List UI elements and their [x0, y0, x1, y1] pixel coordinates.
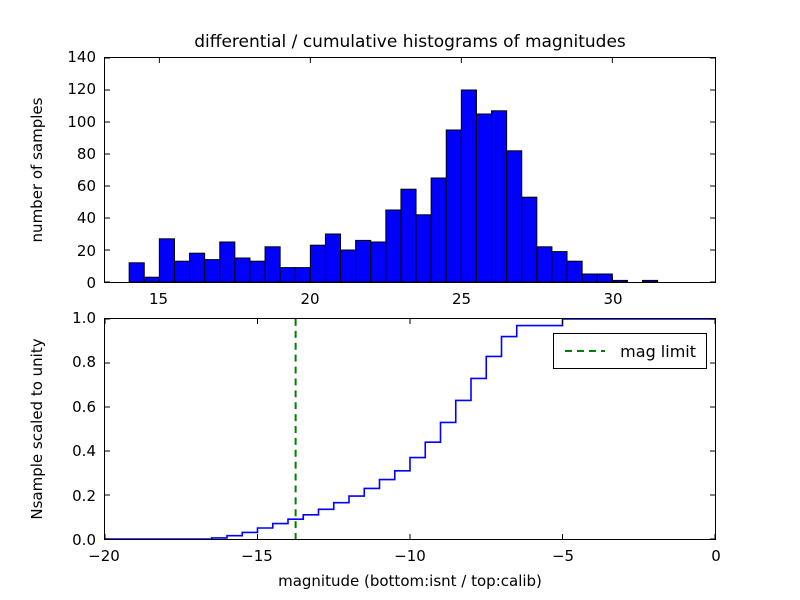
x-tick-label: −15	[241, 547, 273, 565]
y-tick-label: 0	[86, 274, 96, 292]
histogram-bar	[642, 279, 659, 282]
y-tick-label: 0.2	[72, 486, 96, 505]
histogram-bar	[340, 249, 357, 282]
x-tick-label: 0	[711, 547, 721, 565]
legend-entry-label: mag limit	[620, 341, 696, 361]
x-tick-label: 25	[451, 290, 472, 308]
bottom-axis-y-ticklabels: 0.0 0.2 0.4 0.6 0.8 1.0	[0, 0, 96, 600]
y-tick-label: 80	[76, 144, 96, 163]
histogram-bar	[475, 113, 493, 282]
histogram-bar	[234, 257, 251, 282]
x-tick-label: 20	[300, 290, 320, 308]
y-tick-label: 60	[76, 177, 96, 196]
histogram-bar	[143, 276, 160, 282]
x-tick-label: −10	[394, 547, 426, 565]
figure-title: differential / cumulative histograms of …	[194, 32, 626, 52]
histogram-bar	[219, 241, 236, 282]
histogram-bar	[581, 273, 598, 282]
histogram-bar	[189, 252, 206, 282]
histogram-bar	[279, 267, 296, 282]
histogram-bar	[158, 238, 175, 282]
y-tick-label: 0.4	[72, 442, 96, 461]
histogram-bar	[309, 244, 326, 282]
histogram-bar	[400, 188, 417, 282]
histogram-bar	[204, 259, 221, 282]
histogram-bar	[536, 246, 553, 282]
histogram-bar	[566, 260, 583, 282]
histogram-bar	[491, 110, 508, 282]
histogram-bar	[506, 150, 523, 282]
top-axis-y-ticklabels: 0 20 40 60 80 100 120 140	[0, 0, 96, 600]
histogram-bar	[264, 246, 281, 282]
differential-histogram-plot	[105, 58, 715, 282]
histogram-bar	[324, 233, 342, 282]
histogram-bar	[415, 214, 432, 282]
histogram-bar	[445, 129, 462, 282]
cumulative-histogram-plot	[105, 319, 715, 539]
x-tick-label: 30	[603, 290, 623, 308]
cumulative-histogram-axes: mag limit	[104, 318, 716, 540]
x-tick-label: −20	[88, 547, 120, 565]
histogram-bar	[370, 241, 387, 282]
histogram-bar	[521, 196, 538, 282]
histogram-bar	[385, 209, 402, 282]
y-tick-label: 140	[67, 48, 96, 66]
x-tick-label: −5	[551, 547, 575, 565]
histogram-bar	[430, 177, 447, 282]
y-tick-label: 20	[76, 241, 96, 260]
histogram-bar	[611, 279, 628, 282]
histogram-bar	[551, 251, 568, 282]
legend: mag limit	[553, 333, 707, 369]
histogram-bar	[460, 89, 477, 282]
histogram-bar	[596, 273, 613, 282]
y-tick-label: 100	[67, 112, 96, 131]
y-tick-label: 40	[76, 209, 96, 228]
histogram-bar	[173, 260, 191, 282]
differential-histogram-axes	[104, 57, 716, 283]
y-tick-label: 0.0	[72, 531, 96, 549]
y-tick-label: 120	[67, 80, 96, 99]
x-tick-label: 15	[148, 290, 169, 308]
mag-limit-line-icon	[565, 350, 606, 352]
histogram-bar	[294, 267, 311, 282]
y-tick-label: 0.8	[72, 353, 96, 372]
bottom-axis-x-label: magnitude (bottom:isnt / top:calib)	[278, 572, 542, 590]
histogram-bar	[249, 260, 266, 282]
histogram-bar	[128, 262, 145, 282]
y-tick-label: 0.6	[72, 397, 96, 416]
y-tick-label: 1.0	[72, 309, 96, 327]
cumulative-curve	[105, 319, 715, 539]
histogram-bar	[355, 239, 372, 282]
